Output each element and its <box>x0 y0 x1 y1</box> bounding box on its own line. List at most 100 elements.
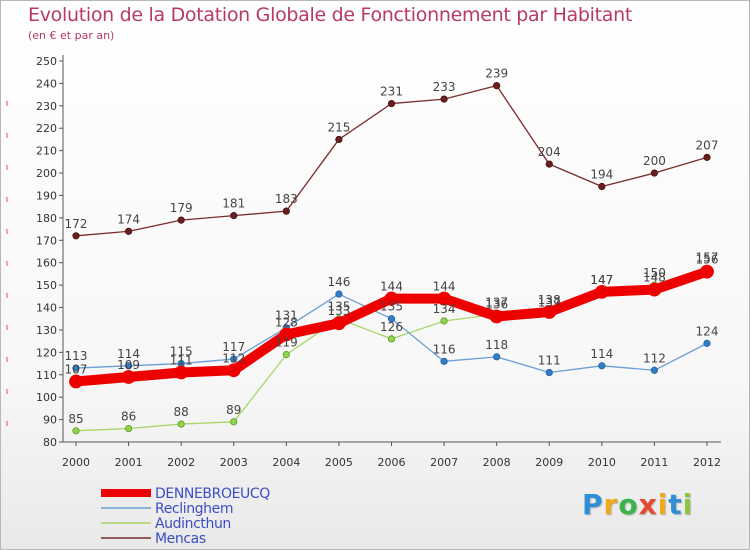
data-point <box>226 363 241 378</box>
data-label: 136 <box>485 297 508 311</box>
data-point <box>440 95 448 103</box>
y-tick-labels: 80 90 100 110 120 130 140 150 160 170 180 190 200 210… <box>36 55 57 449</box>
data-point <box>124 227 133 235</box>
data-label: 231 <box>380 85 403 99</box>
x-tick-label: 2004 <box>272 456 300 469</box>
data-label: 137 <box>485 295 508 309</box>
x-tick-label: 2006 <box>378 456 406 469</box>
y-tick-label: 180 <box>36 212 57 225</box>
data-point <box>594 284 609 299</box>
data-label: 200 <box>643 154 666 168</box>
data-point <box>72 232 80 240</box>
data-point <box>124 362 133 370</box>
data-point <box>72 427 80 435</box>
data-label: 157 <box>696 250 719 264</box>
y-tick-label: 90 <box>43 414 57 427</box>
legend-label: DENNEBROEUCQ <box>155 486 270 502</box>
data-point <box>440 357 448 365</box>
data-label: 134 <box>433 302 456 316</box>
data-point <box>387 335 396 343</box>
x-tick-label: 2003 <box>220 456 248 469</box>
data-point <box>440 317 448 325</box>
data-label: 116 <box>433 342 456 356</box>
data-point <box>69 374 83 389</box>
y-tick-label: 140 <box>36 302 57 315</box>
data-label: 133 <box>327 304 350 318</box>
data-point <box>177 420 185 428</box>
data-point <box>493 82 501 90</box>
data-label: 114 <box>590 347 613 361</box>
data-label: 114 <box>117 347 140 361</box>
y-tick-label: 100 <box>36 391 57 404</box>
data-point <box>545 160 553 168</box>
data-point <box>177 216 185 224</box>
y-tick-label: 80 <box>43 436 57 449</box>
logo-letter: i <box>657 488 669 521</box>
data-point <box>437 291 451 306</box>
data-label: 111 <box>538 354 561 368</box>
data-label: 128 <box>275 315 298 329</box>
data-point <box>598 182 606 191</box>
data-label: 126 <box>380 320 403 334</box>
logo-letter: r <box>603 488 619 521</box>
data-point <box>174 365 189 380</box>
legend-label: Mencas <box>155 531 206 547</box>
data-label: 111 <box>170 354 193 368</box>
data-label: 107 <box>65 362 88 376</box>
data-point <box>489 309 504 324</box>
x-tick-label: 2005 <box>325 456 353 469</box>
data-label: 172 <box>65 217 88 231</box>
data-point <box>279 327 294 342</box>
data-point <box>72 364 80 372</box>
data-point <box>335 290 343 298</box>
data-point <box>387 315 396 323</box>
x-tick-label: 2000 <box>62 456 90 469</box>
data-point <box>647 282 662 297</box>
series-reclinghem <box>72 290 711 377</box>
data-point <box>121 370 136 384</box>
data-label: 138 <box>538 293 561 307</box>
data-label: 86 <box>121 410 136 424</box>
data-label: 89 <box>226 403 241 417</box>
x-tick-label: 2012 <box>693 456 721 469</box>
data-label: 109 <box>117 358 140 372</box>
logo-letter: t <box>668 488 683 521</box>
data-label: 239 <box>485 67 508 81</box>
data-point <box>230 212 238 220</box>
data-point <box>542 305 557 319</box>
data-point <box>598 362 606 370</box>
data-point <box>230 355 238 363</box>
y-tick-label: 190 <box>36 189 57 202</box>
data-point <box>703 339 711 347</box>
data-label: 146 <box>327 275 350 289</box>
data-point <box>282 350 290 359</box>
y-tick-label: 250 <box>36 55 57 68</box>
x-tick-labels: 2000 2001 2002 2003 2004 2005 2006 2007 2008 2009… <box>62 456 721 469</box>
data-label: 144 <box>380 280 403 294</box>
x-tick-label: 2008 <box>483 456 511 469</box>
chart-title: Evolution de la Dotation Globale de Fonc… <box>28 4 633 26</box>
data-label: 135 <box>380 300 403 314</box>
data-point <box>124 424 133 433</box>
proxiti-logo: Proxiti <box>582 488 693 521</box>
series-layer <box>69 82 714 435</box>
y-tick-label: 230 <box>36 100 57 113</box>
y-tick-label: 130 <box>36 324 57 337</box>
x-tick-label: 2007 <box>430 456 458 469</box>
x-tick-label: 2001 <box>115 456 143 469</box>
data-point <box>700 264 714 279</box>
data-label: 194 <box>590 168 613 182</box>
data-label: 85 <box>68 412 83 426</box>
series-mencas <box>72 82 711 240</box>
data-label: 233 <box>433 80 456 94</box>
logo-letter: x <box>638 488 658 521</box>
data-label: 135 <box>327 300 350 314</box>
data-point <box>387 99 396 108</box>
y-tick-label: 240 <box>36 77 57 90</box>
data-label: 150 <box>643 266 666 280</box>
data-label: 181 <box>222 197 245 211</box>
data-label: 119 <box>275 336 298 350</box>
x-tick-label: 2010 <box>588 456 616 469</box>
